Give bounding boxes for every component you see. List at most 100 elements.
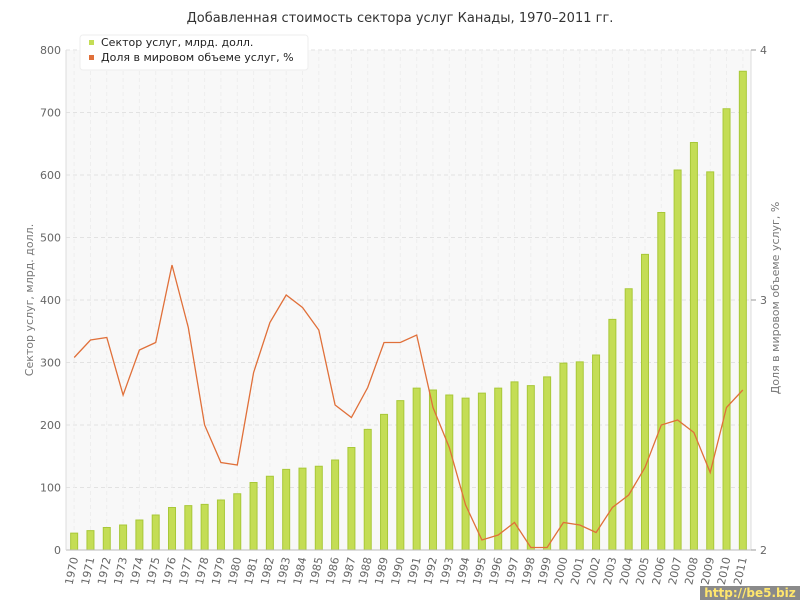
bar-2007: [673, 169, 682, 551]
bar-1977: [184, 505, 193, 551]
bar-2005: [640, 253, 649, 551]
y2-tick-label: 4: [760, 44, 767, 57]
bar-2004: [624, 288, 633, 551]
x-tick-label: 1976: [160, 556, 179, 586]
y-tick-label: 200: [40, 419, 61, 432]
y-tick-label: 600: [40, 169, 61, 182]
y2-tick-label: 2: [760, 544, 767, 557]
bar-2010: [722, 108, 731, 551]
x-tick-label: 1999: [535, 556, 554, 586]
x-tick-label: 1997: [503, 556, 522, 586]
x-tick-label: 1978: [193, 556, 212, 586]
x-tick-label: 2010: [715, 556, 734, 586]
bar-1970: [70, 532, 79, 551]
x-tick-label: 1973: [111, 556, 130, 586]
bar-1978: [200, 503, 209, 551]
bar-1982: [265, 475, 274, 551]
bar-1996: [494, 387, 503, 551]
x-tick-label: 1972: [95, 556, 114, 586]
bars: [70, 70, 747, 551]
x-tick-label: 2006: [650, 556, 669, 586]
x-axis-ticks: 1970197119721973197419751976197719781979…: [63, 556, 750, 586]
x-tick-label: 1977: [177, 556, 196, 586]
x-tick-label: 1992: [421, 556, 440, 586]
x-tick-label: 1988: [356, 556, 375, 586]
x-tick-label: 1982: [258, 556, 277, 586]
x-tick-label: 1995: [470, 556, 489, 586]
share-line: [73, 264, 744, 549]
x-tick-label: 1971: [79, 556, 98, 586]
chart-title: Добавленная стоимость сектора услуг Кана…: [187, 11, 614, 26]
bar-1972: [102, 527, 111, 551]
watermark: http://be5.biz: [700, 586, 800, 600]
legend-swatch-services: [89, 40, 94, 45]
x-tick-label: 2008: [682, 556, 701, 586]
x-tick-label: 1991: [405, 556, 424, 586]
x-tick-label: 1970: [63, 556, 82, 586]
x-tick-label: 1979: [209, 556, 228, 586]
y-tick-label: 300: [40, 357, 61, 370]
y-axis-title: Сектор услуг, млрд. долл.: [23, 224, 36, 376]
x-tick-label: 1983: [275, 556, 294, 586]
x-tick-label: 2002: [584, 556, 603, 586]
legend: Сектор услуг, млрд. долл. Доля в мировом…: [79, 34, 309, 71]
x-tick-label: 1980: [226, 556, 245, 586]
x-tick-label: 1993: [438, 556, 457, 586]
y-tick-label: 100: [40, 482, 61, 495]
bar-1989: [380, 413, 389, 551]
bar-1988: [363, 428, 372, 551]
bar-1990: [396, 400, 405, 551]
bar-2008: [689, 142, 698, 551]
bar-1981: [249, 482, 258, 551]
y2-tick-label: 3: [760, 294, 767, 307]
bar-1971: [86, 530, 95, 551]
y-tick-label: 0: [54, 544, 61, 557]
bar-1974: [135, 519, 144, 551]
y2-axis-title: Доля в мировом объеме услуг, %: [769, 202, 782, 395]
x-tick-label: 2011: [731, 556, 750, 586]
x-tick-label: 2000: [552, 556, 571, 586]
y-tick-label: 800: [40, 44, 61, 57]
bar-1975: [151, 514, 160, 551]
bar-2002: [592, 354, 601, 551]
bar-1991: [412, 387, 421, 551]
bar-1983: [282, 468, 291, 551]
bar-1994: [461, 397, 470, 551]
bar-1993: [445, 394, 454, 551]
x-tick-label: 2003: [601, 556, 620, 586]
bar-1985: [314, 465, 323, 551]
bar-1984: [298, 467, 307, 551]
bar-1986: [331, 459, 340, 551]
watermark-text: http://be5.biz: [704, 586, 796, 600]
left-axis-ticks: 0 100 200 300 400 500 600 700 800: [40, 44, 61, 557]
x-tick-label: 2009: [699, 556, 718, 586]
bar-1979: [216, 499, 225, 551]
legend-label-share: Доля в мировом объеме услуг, %: [101, 51, 294, 64]
bar-1987: [347, 447, 356, 551]
bar-2011: [738, 70, 747, 551]
x-tick-label: 2001: [568, 556, 587, 586]
x-tick-label: 1984: [291, 556, 310, 586]
right-axis-ticks: 2 3 4: [751, 44, 767, 557]
bar-1998: [526, 385, 535, 551]
x-tick-label: 1981: [242, 556, 261, 586]
bar-2001: [575, 361, 584, 551]
legend-label-services: Сектор услуг, млрд. долл.: [101, 36, 253, 49]
y-tick-label: 500: [40, 232, 61, 245]
bar-1973: [119, 524, 128, 551]
x-tick-label: 1975: [144, 556, 163, 586]
bar-1976: [168, 507, 177, 551]
bar-1995: [477, 392, 486, 551]
bar-2009: [706, 171, 715, 551]
y-tick-label: 400: [40, 294, 61, 307]
x-tick-label: 1994: [454, 556, 473, 586]
x-tick-label: 2004: [617, 556, 636, 586]
x-tick-label: 1987: [340, 556, 359, 586]
x-tick-label: 1998: [519, 556, 538, 586]
x-tick-label: 1989: [372, 556, 391, 586]
x-tick-label: 1990: [389, 556, 408, 586]
legend-swatch-share: [89, 55, 94, 60]
bar-2003: [608, 318, 617, 551]
x-tick-label: 1996: [487, 556, 506, 586]
